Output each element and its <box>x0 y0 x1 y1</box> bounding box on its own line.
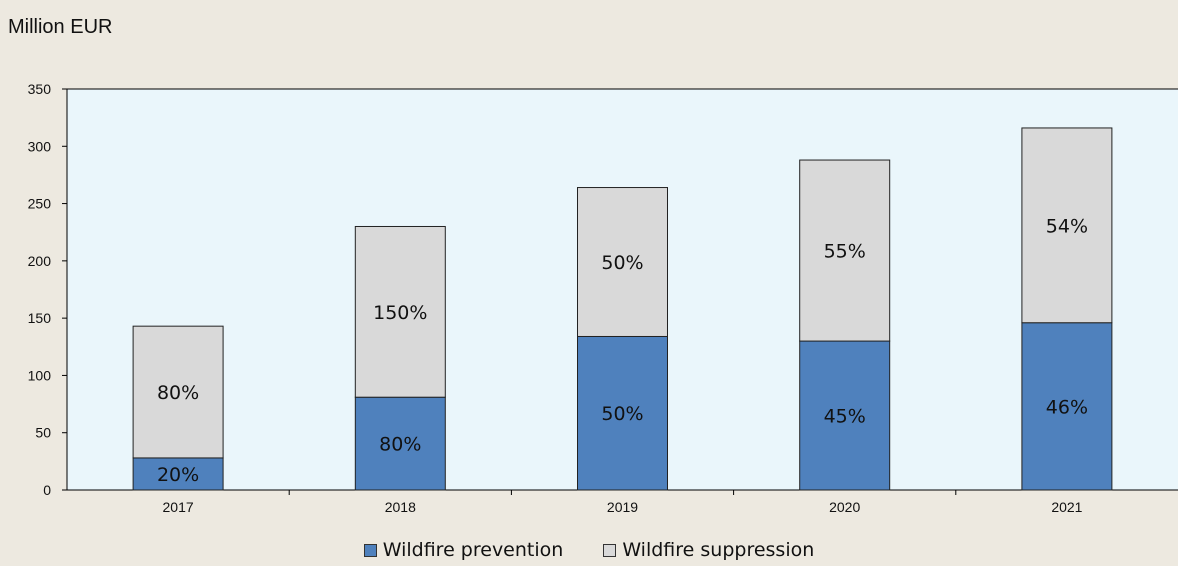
y-axis-unit-label: Million EUR <box>8 16 113 38</box>
y-tick-label: 350 <box>28 81 52 97</box>
y-tick-label: 50 <box>35 425 51 441</box>
y-tick-label: 150 <box>28 310 52 326</box>
bar-segment-suppression <box>132 325 224 459</box>
y-tick-label: 250 <box>28 196 52 212</box>
x-tick-label: 2019 <box>607 499 638 515</box>
bar-data-label: 50% <box>601 252 643 274</box>
bar-data-label: 50% <box>601 403 643 425</box>
bar-segment-suppression <box>354 225 446 398</box>
y-tick-label: 0 <box>43 482 51 498</box>
bar-data-label: 20% <box>157 464 199 486</box>
x-tick-label: 2018 <box>385 499 416 515</box>
legend-swatch-prevention <box>363 543 377 557</box>
bar-segment-prevention <box>132 457 224 491</box>
legend-swatch-suppression <box>603 543 617 557</box>
bar-data-label: 54% <box>1046 215 1088 237</box>
x-tick-label: 2017 <box>163 499 194 515</box>
bar-data-label: 55% <box>824 241 866 263</box>
bar-segment-prevention <box>799 340 891 491</box>
y-tick-label: 100 <box>28 367 52 383</box>
y-axis: 0 50 100 150 200 250 300 350 <box>28 81 1178 498</box>
bar-data-label: 150% <box>373 302 427 324</box>
bar-segment-suppression <box>577 187 668 337</box>
x-tick-label: 2021 <box>1051 499 1082 515</box>
x-tick-label: 2020 <box>829 499 860 515</box>
bars-group: 20% 80% 80% 150% 50% 50% 45% 55% 46% 54% <box>132 127 1113 491</box>
y-tick-label: 200 <box>28 253 52 269</box>
legend-label-prevention: Wildfire prevention <box>382 539 564 561</box>
bar-data-label: 80% <box>379 434 421 456</box>
legend-label-suppression: Wildfire suppression <box>622 539 815 561</box>
bar-segment-prevention <box>354 396 446 491</box>
y-tick-label: 300 <box>28 138 52 154</box>
bar-segment-prevention <box>577 335 668 491</box>
x-axis: 2017 2018 2019 2020 2021 <box>67 489 1178 515</box>
legend: Wildfire prevention Wildfire suppression <box>0 539 1178 561</box>
bar-data-label: 46% <box>1046 396 1088 418</box>
bar-data-label: 80% <box>157 382 199 404</box>
legend-item-suppression: Wildfire suppression <box>603 539 814 561</box>
bar-segment-suppression <box>1021 127 1113 324</box>
bar-data-label: 45% <box>824 406 866 428</box>
bar-segment-suppression <box>799 159 891 342</box>
legend-item-prevention: Wildfire prevention <box>363 539 564 561</box>
